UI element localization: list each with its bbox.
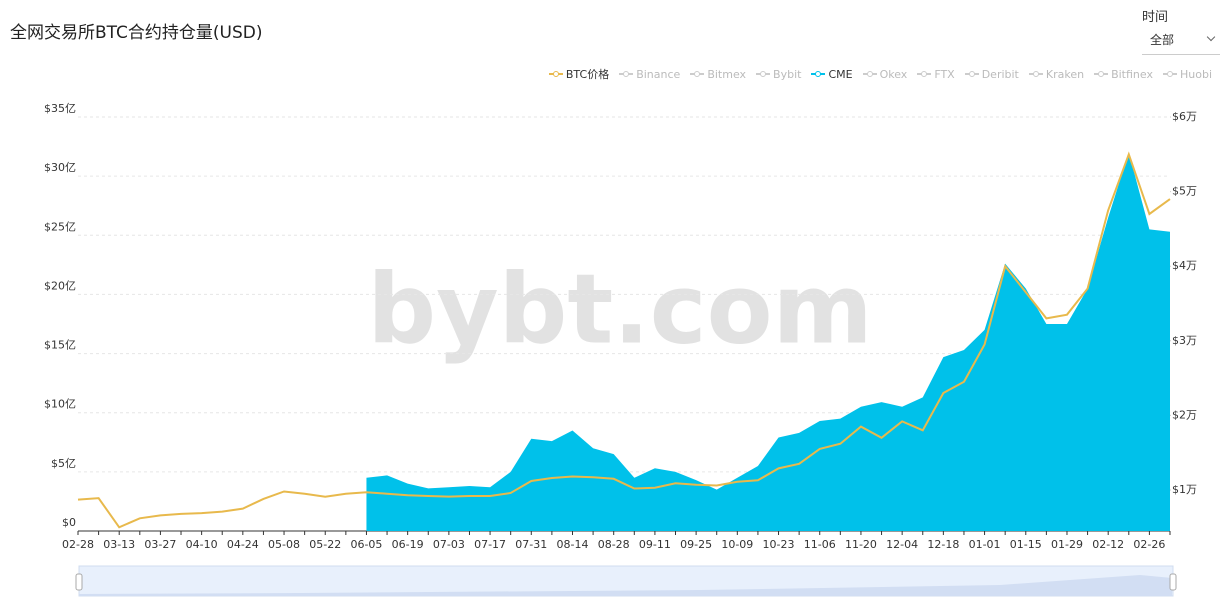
legend-label: Kraken	[1045, 67, 1085, 81]
y2-tick-label: $6万	[1172, 110, 1197, 123]
x-tick-label: 02-28	[62, 538, 94, 551]
line	[77, 151, 1171, 529]
legend-label: Bitmex	[707, 67, 747, 81]
filter-label: 时间	[1142, 10, 1169, 25]
legend-item[interactable]: Bitmex	[690, 66, 746, 82]
legend-label: Bybit	[773, 67, 802, 81]
y-tick-label: $35亿	[44, 102, 76, 115]
legend-icon	[917, 70, 932, 78]
y2-tick-label: $3万	[1172, 334, 1197, 347]
legend-item[interactable]: Binance	[619, 66, 680, 82]
legend-item[interactable]: Huobi	[1162, 66, 1212, 82]
legend-item[interactable]: BTC价格	[548, 66, 610, 82]
x-tick-label: 01-29	[1051, 538, 1083, 551]
x-tick-label: 12-04	[886, 538, 918, 551]
legend-item[interactable]: Okex	[862, 66, 908, 82]
y-tick-label: $5亿	[51, 457, 76, 470]
legend-label: CME	[828, 67, 853, 81]
y-tick-label: $10亿	[44, 398, 76, 411]
x-tick-label: 06-05	[350, 538, 382, 551]
legend-item[interactable]: Deribit	[964, 66, 1019, 82]
zoom-handle[interactable]	[1169, 573, 1177, 591]
x-tick-label: 04-24	[227, 538, 259, 551]
legend-icon	[1162, 70, 1177, 78]
legend-item[interactable]: Bitfinex	[1094, 66, 1153, 82]
legend-icon	[1028, 70, 1043, 78]
x-tick-label: 07-17	[474, 538, 506, 551]
legend-label: Deribit	[981, 67, 1019, 81]
legend-icon	[1094, 70, 1109, 78]
y-tick-label: $15亿	[44, 339, 76, 352]
legend: BTC价格 Binance Bitmex Bybit CME Okex FTX Deribit…	[548, 66, 1212, 82]
zoom-handle[interactable]	[75, 573, 83, 591]
legend-item[interactable]: CME	[811, 66, 853, 82]
x-tick-label: 06-19	[392, 538, 424, 551]
y-tick-label: $25亿	[44, 220, 76, 233]
x-tick-label: 03-13	[103, 538, 135, 551]
y2-tick-label: $2万	[1172, 408, 1197, 421]
legend-icon	[619, 70, 634, 78]
x-tick-label: 09-11	[639, 538, 671, 551]
x-tick-label: 01-15	[1010, 538, 1042, 551]
x-tick-label: 04-10	[186, 538, 218, 551]
legend-label: Okex	[879, 67, 908, 81]
y2-tick-label: $4万	[1172, 259, 1197, 272]
filter-dropdown[interactable]: 全部	[1142, 31, 1220, 55]
x-tick-label: 12-18	[927, 538, 959, 551]
y-tick-label: $20亿	[44, 279, 76, 292]
legend-icon	[690, 70, 705, 78]
legend-label: Binance	[636, 67, 681, 81]
zoom-preview	[79, 575, 1172, 596]
legend-label: Bitfinex	[1111, 67, 1153, 81]
watermark: bybt.com	[367, 253, 872, 365]
y2-tick-label: $1万	[1172, 483, 1197, 496]
legend-icon	[756, 70, 771, 78]
x-tick-label: 07-03	[433, 538, 465, 551]
x-tick-label: 05-22	[309, 538, 341, 551]
x-tick-label: 09-25	[680, 538, 712, 551]
x-tick-label: 11-20	[845, 538, 877, 551]
legend-icon	[862, 70, 877, 78]
y-tick-label: $0	[62, 516, 76, 529]
x-tick-label: 08-14	[557, 538, 589, 551]
legend-label: Huobi	[1179, 67, 1212, 81]
x-tick-label: 10-09	[721, 538, 753, 551]
legend-icon	[548, 70, 563, 78]
time-filter[interactable]: 时间 全部	[1142, 6, 1220, 55]
area	[366, 152, 1170, 531]
x-tick-label: 05-08	[268, 538, 300, 551]
x-tick-label: 01-01	[969, 538, 1001, 551]
x-tick-label: 02-12	[1092, 538, 1124, 551]
x-tick-label: 08-28	[598, 538, 630, 551]
legend-label: FTX	[934, 67, 955, 81]
x-tick-label: 02-26	[1133, 538, 1165, 551]
x-tick-label: 03-27	[144, 538, 176, 551]
page-title: 全网交易所BTC合约持仓量(USD)	[10, 23, 263, 43]
y-tick-label: $30亿	[44, 161, 76, 174]
legend-item[interactable]: FTX	[917, 66, 955, 82]
legend-label: BTC价格	[565, 68, 610, 81]
x-tick-label: 11-06	[804, 538, 836, 551]
legend-item[interactable]: Kraken	[1028, 66, 1085, 82]
legend-icon	[964, 70, 979, 78]
x-tick-label: 07-31	[515, 538, 547, 551]
legend-item[interactable]: Bybit	[756, 66, 801, 82]
y2-tick-label: $5万	[1172, 185, 1197, 198]
x-tick-label: 10-23	[763, 538, 795, 551]
legend-icon	[811, 70, 826, 78]
